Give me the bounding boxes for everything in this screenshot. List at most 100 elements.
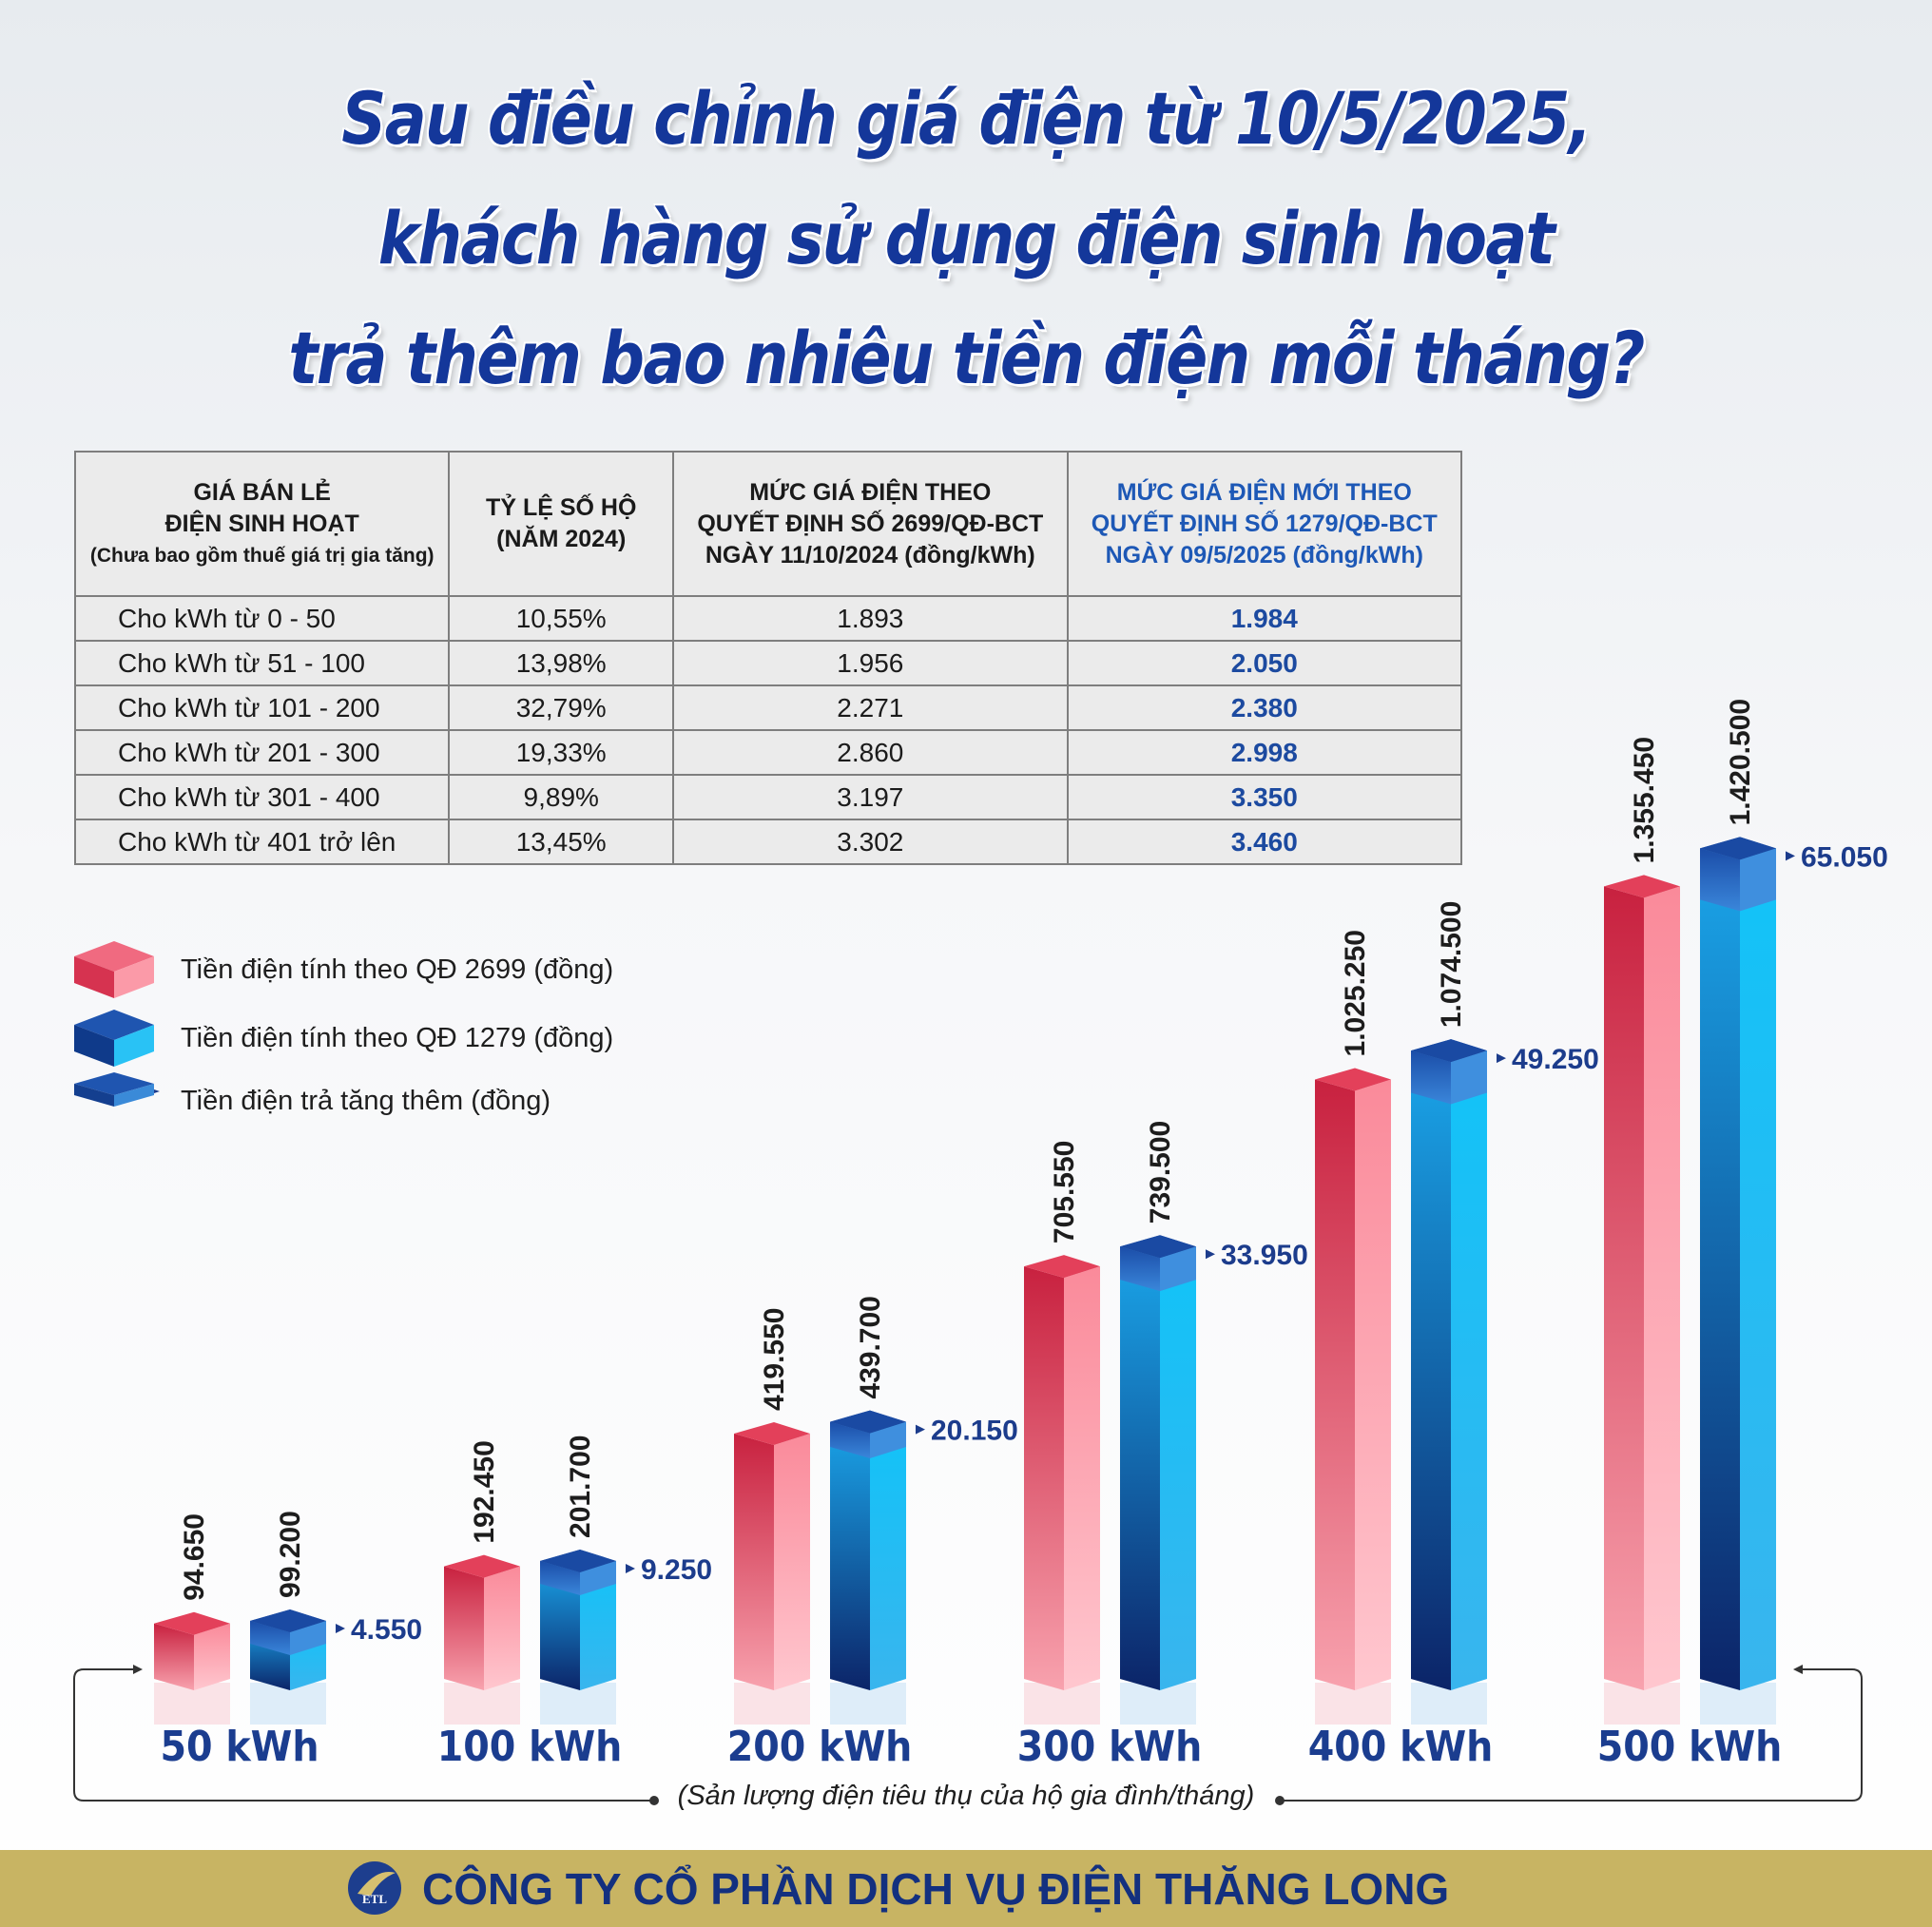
old-price-cell: 1.893 — [672, 595, 1069, 642]
share-cell: 9,89% — [448, 774, 675, 820]
page-title: Sau điều chỉnh giá điện từ 10/5/2025, kh… — [0, 59, 1932, 418]
category-label: 500 kWh — [1597, 1722, 1783, 1771]
increase-arrow — [1786, 851, 1795, 861]
new-price-cell: 2.050 — [1066, 640, 1463, 686]
new-price-cell: 2.998 — [1066, 729, 1463, 776]
header-vat-note: (Chưa bao gồm thuế giá trị gia tăng) — [89, 544, 435, 567]
bar-group: 419.550 439.700 20.150 200 kWh — [727, 1296, 1018, 1770]
share-cell: 13,98% — [448, 640, 675, 686]
increase-block — [250, 1609, 326, 1655]
category-label: 400 kWh — [1308, 1722, 1494, 1771]
table-row: Cho kWh từ 0 - 50 10,55% 1.893 1.984 — [73, 595, 1463, 642]
new-price-cell: 3.460 — [1066, 819, 1463, 865]
category-label: 200 kWh — [727, 1722, 913, 1771]
bar-group: 192.450 201.700 9.250 100 kWh — [437, 1436, 712, 1771]
value-label-old: 192.450 — [469, 1440, 500, 1543]
header-household-share: TỶ LỆ SỐ HỘ (NĂM 2024) — [448, 451, 675, 597]
company-name: CÔNG TY CỔ PHẦN DỊCH VỤ ĐIỆN THĂNG LONG — [422, 1864, 1450, 1914]
share-cell: 19,33% — [448, 729, 675, 776]
bar-group: 1.355.450 1.420.500 65.050 500 kWh — [1597, 699, 1888, 1771]
legend-label: Tiền điện tính theo QĐ 1279 (đồng) — [181, 1023, 614, 1053]
value-label-old: 705.550 — [1049, 1141, 1080, 1243]
title-line-2: khách hàng sử dụng điện sinh hoạt — [377, 196, 1555, 280]
old-price-cell: 3.197 — [672, 774, 1069, 820]
new-price-cell: 3.350 — [1066, 774, 1463, 820]
value-label-increase: 65.050 — [1801, 841, 1888, 873]
price-table: GIÁ BÁN LẺ ĐIỆN SINH HOẠT (Chưa bao gồm … — [73, 451, 1463, 865]
old-price-cell: 1.956 — [672, 640, 1069, 686]
bar-new — [1700, 837, 1776, 1690]
tier-cell: Cho kWh từ 401 trở lên — [73, 819, 451, 865]
bar-group: 705.550 739.500 33.950 300 kWh — [1017, 1121, 1308, 1771]
increase-block-icon — [74, 1072, 160, 1107]
bar-old — [154, 1611, 230, 1690]
increase-arrow — [626, 1563, 635, 1573]
old-price-cell: 2.271 — [672, 684, 1069, 731]
blue-bar-icon — [74, 1010, 154, 1067]
increase-block — [1120, 1235, 1196, 1292]
value-label-increase: 20.150 — [931, 1416, 1018, 1447]
increase-block — [1700, 837, 1776, 912]
value-label-new: 439.700 — [855, 1296, 886, 1398]
table-header-row: GIÁ BÁN LẺ ĐIỆN SINH HOẠT (Chưa bao gồm … — [73, 451, 1463, 597]
legend-label: Tiền điện tính theo QĐ 2699 (đồng) — [181, 954, 614, 985]
bar-new — [1411, 1039, 1487, 1690]
red-bar-icon — [74, 941, 154, 998]
share-cell: 10,55% — [448, 595, 675, 642]
title-line-1: Sau điều chỉnh giá điện từ 10/5/2025, — [341, 76, 1592, 161]
value-label-old: 94.650 — [179, 1513, 210, 1601]
bar-old — [1604, 875, 1680, 1690]
increase-arrow — [916, 1424, 925, 1435]
value-label-old: 419.550 — [759, 1308, 790, 1411]
increase-arrow — [336, 1623, 345, 1633]
header-retail-price: GIÁ BÁN LẺ ĐIỆN SINH HOẠT (Chưa bao gồm … — [73, 451, 451, 597]
table-row: Cho kWh từ 201 - 300 19,33% 2.860 2.998 — [73, 729, 1463, 776]
axis-connector — [73, 1665, 1863, 1805]
category-label: 300 kWh — [1017, 1722, 1203, 1771]
tier-cell: Cho kWh từ 301 - 400 — [73, 774, 451, 820]
share-cell: 13,45% — [448, 819, 675, 865]
value-label-old: 1.025.250 — [1340, 930, 1371, 1056]
increase-arrow — [1206, 1249, 1215, 1260]
share-cell: 32,79% — [448, 684, 675, 731]
header-new-price: MỨC GIÁ ĐIỆN MỚI THEO QUYẾT ĐỊNH SỐ 1279… — [1066, 451, 1463, 597]
old-price-cell: 3.302 — [672, 819, 1069, 865]
title-line-3: trả thêm bao nhiêu tiền điện mỗi tháng? — [288, 316, 1645, 400]
tier-cell: Cho kWh từ 201 - 300 — [73, 729, 451, 776]
bar-chart: 94.650 99.200 4.550 50 kWh 192.450 201.700 9.2… — [73, 699, 1888, 1805]
tier-cell: Cho kWh từ 101 - 200 — [73, 684, 451, 731]
header-old-price: MỨC GIÁ ĐIỆN THEO QUYẾT ĐỊNH SỐ 2699/QĐ-… — [672, 451, 1069, 597]
bar-old — [734, 1421, 810, 1690]
new-price-cell: 2.380 — [1066, 684, 1463, 731]
bar-old — [1315, 1068, 1391, 1690]
company-logo: ETL — [348, 1861, 401, 1915]
x-axis-label: (Sản lượng điện tiêu thụ của hộ gia đình… — [677, 1781, 1255, 1811]
value-label-new: 201.700 — [565, 1436, 596, 1538]
value-label-new: 739.500 — [1145, 1121, 1176, 1224]
bar-group: 1.025.250 1.074.500 49.250 400 kWh — [1308, 901, 1599, 1771]
value-label-new: 1.420.500 — [1725, 699, 1756, 825]
bar-new — [1120, 1235, 1196, 1690]
tier-cell: Cho kWh từ 51 - 100 — [73, 640, 451, 686]
increase-block — [830, 1410, 906, 1458]
value-label-new: 99.200 — [275, 1511, 306, 1598]
tier-cell: Cho kWh từ 0 - 50 — [73, 595, 451, 642]
increase-arrow — [1497, 1053, 1506, 1064]
table-row: Cho kWh từ 101 - 200 32,79% 2.271 2.380 — [73, 684, 1463, 731]
value-label-increase: 4.550 — [351, 1614, 422, 1646]
bar-old — [444, 1554, 520, 1690]
bar-group: 94.650 99.200 4.550 50 kWh — [154, 1511, 422, 1771]
bar-old — [1024, 1255, 1100, 1690]
category-label: 100 kWh — [437, 1722, 623, 1771]
new-price-cell: 1.984 — [1066, 595, 1463, 642]
footer-bar: ETL CÔNG TY CỔ PHẦN DỊCH VỤ ĐIỆN THĂNG L… — [0, 1850, 1932, 1927]
value-label-increase: 49.250 — [1512, 1044, 1599, 1075]
table-row: Cho kWh từ 301 - 400 9,89% 3.197 3.350 — [73, 774, 1463, 820]
value-label-old: 1.355.450 — [1629, 737, 1660, 863]
table-row: Cho kWh từ 51 - 100 13,98% 1.956 2.050 — [73, 640, 1463, 686]
increase-block — [540, 1549, 616, 1595]
logo-text: ETL — [362, 1892, 387, 1906]
old-price-cell: 2.860 — [672, 729, 1069, 776]
category-label: 50 kWh — [160, 1722, 319, 1771]
increase-block — [1411, 1039, 1487, 1105]
